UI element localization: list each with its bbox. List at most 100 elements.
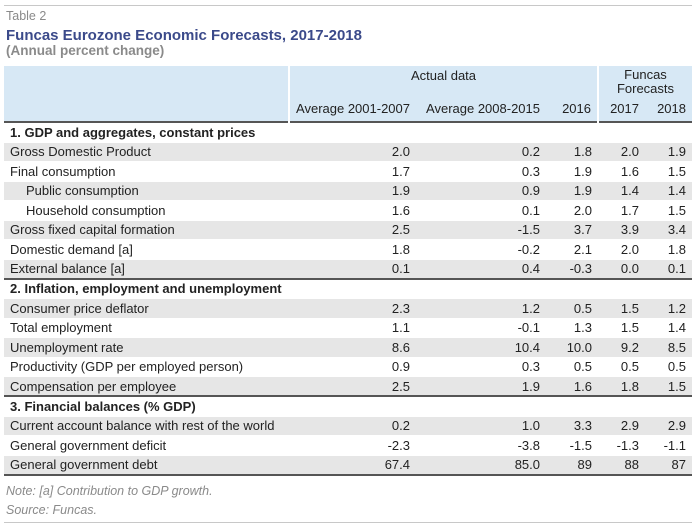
row-label: Unemployment rate xyxy=(4,337,289,357)
header-row-years: Average 2001-2007 Average 2008-2015 2016… xyxy=(4,96,692,122)
row-value: 1.7 xyxy=(598,200,645,220)
header-2018: 2018 xyxy=(657,101,686,116)
row-value: 3.7 xyxy=(546,219,598,240)
row-value: -0.2 xyxy=(416,239,546,259)
row-value: 1.9 xyxy=(289,180,416,201)
row-label: Current account balance with rest of the… xyxy=(4,415,289,436)
row-value: 1.9 xyxy=(546,161,598,181)
row-value: 0.3 xyxy=(416,356,546,377)
table-row: Consumer price deflator 2.3 1.2 0.5 1.5 1.2 xyxy=(4,298,692,318)
table-row: External balance [a] 0.1 0.4 -0.3 0.0 0.1 xyxy=(4,258,692,279)
table-title: Funcas Eurozone Economic Forecasts, 2017… xyxy=(6,27,362,44)
row-value: 0.1 xyxy=(416,200,546,220)
row-value: 0.2 xyxy=(289,415,416,436)
row-value: 1.4 xyxy=(645,180,692,201)
header-row-groups: Actual data Funcas Forecasts xyxy=(4,66,692,96)
row-value: 0.5 xyxy=(645,356,692,377)
forecast-table: Actual data Funcas Forecasts Average 200… xyxy=(4,66,692,476)
section-title: 2. Inflation, employment and unemploymen… xyxy=(4,277,692,299)
table-row: Productivity (GDP per employed person) 0.… xyxy=(4,356,692,377)
row-value: 2.1 xyxy=(546,239,598,259)
table-row: Final consumption 1.7 0.3 1.9 1.6 1.5 xyxy=(4,161,692,181)
header-2016: 2016 xyxy=(562,101,591,116)
row-label: Public consumption xyxy=(4,180,289,201)
header-avg-2001-2007: Average 2001-2007 xyxy=(288,96,416,122)
table-row: General government deficit -2.3 -3.8 -1.5 -1… xyxy=(4,435,692,455)
table-row: Gross Domestic Product 2.0 0.2 1.8 2.0 1.9 xyxy=(4,141,692,162)
row-value: 10.4 xyxy=(416,337,546,357)
row-value: 1.2 xyxy=(645,298,692,318)
header-forecasts-line2: Forecasts xyxy=(616,81,675,96)
row-value: 1.8 xyxy=(546,141,598,162)
row-value: 1.3 xyxy=(546,317,598,338)
table-row: Current account balance with rest of the… xyxy=(4,415,692,436)
row-value: 1.5 xyxy=(598,298,645,318)
row-value: 1.4 xyxy=(645,317,692,338)
row-value: -2.3 xyxy=(289,435,416,455)
header-forecasts-line1: Funcas xyxy=(624,67,667,82)
table-row: General government debt 67.4 85.0 89 88 87 xyxy=(4,454,692,476)
row-value: -1.5 xyxy=(546,435,598,455)
row-value: -1.5 xyxy=(416,219,546,240)
row-value: 85.0 xyxy=(416,454,546,476)
row-value: 0.1 xyxy=(289,258,416,279)
row-value: 2.9 xyxy=(645,415,692,436)
row-value: 2.0 xyxy=(546,200,598,220)
header-avg-2008-2015: Average 2008-2015 xyxy=(426,101,540,116)
row-value: 2.0 xyxy=(289,141,416,162)
row-value: 67.4 xyxy=(289,454,416,476)
row-value: 87 xyxy=(645,454,692,476)
row-value: 1.0 xyxy=(416,415,546,436)
top-divider xyxy=(4,5,692,6)
row-value: -1.3 xyxy=(598,435,645,455)
row-value: 2.5 xyxy=(289,219,416,240)
table-row: Compensation per employee 2.5 1.9 1.6 1.8 1.5 xyxy=(4,376,692,396)
header-actual-data: Actual data xyxy=(288,66,598,96)
row-value: 0.2 xyxy=(416,141,546,162)
row-value: 1.8 xyxy=(289,239,416,259)
row-value: 0.9 xyxy=(289,356,416,377)
row-value: 0.5 xyxy=(546,298,598,318)
table-row: Domestic demand [a] 1.8 -0.2 2.1 2.0 1.8 xyxy=(4,239,692,259)
row-value: 1.6 xyxy=(546,376,598,396)
row-label: Household consumption xyxy=(4,200,289,220)
row-value: 89 xyxy=(546,454,598,476)
row-value: 10.0 xyxy=(546,337,598,357)
row-value: 1.6 xyxy=(598,161,645,181)
section-title: 3. Financial balances (% GDP) xyxy=(4,395,692,416)
row-value: 2.0 xyxy=(598,239,645,259)
row-label: Productivity (GDP per employed person) xyxy=(4,356,289,377)
row-value: 2.5 xyxy=(289,376,416,396)
row-label: Gross fixed capital formation xyxy=(4,219,289,240)
row-value: 0.0 xyxy=(598,258,645,279)
row-value: 0.4 xyxy=(416,258,546,279)
row-label: Final consumption xyxy=(4,161,289,181)
row-value: 0.9 xyxy=(416,180,546,201)
table-row: Public consumption 1.9 0.9 1.9 1.4 1.4 xyxy=(4,180,692,201)
row-value: 2.0 xyxy=(598,141,645,162)
row-value: -0.3 xyxy=(546,258,598,279)
section-header-row: 1. GDP and aggregates, constant prices xyxy=(4,121,692,142)
row-value: 0.1 xyxy=(645,258,692,279)
row-value: 88 xyxy=(598,454,645,476)
table-number-label: Table 2 xyxy=(6,9,47,23)
row-label: General government deficit xyxy=(4,435,289,455)
row-value: -1.1 xyxy=(645,435,692,455)
row-value: 0.3 xyxy=(416,161,546,181)
row-value: -0.1 xyxy=(416,317,546,338)
row-label: Total employment xyxy=(4,317,289,338)
row-value: 0.5 xyxy=(598,356,645,377)
section-header-row: 3. Financial balances (% GDP) xyxy=(4,395,692,416)
bottom-divider xyxy=(4,522,692,523)
row-value: 2.9 xyxy=(598,415,645,436)
header-blank-cell xyxy=(4,96,289,122)
row-value: 1.9 xyxy=(645,141,692,162)
row-value: 1.7 xyxy=(289,161,416,181)
table-row: Gross fixed capital formation 2.5 -1.5 3.7 3… xyxy=(4,219,692,240)
row-label: Gross Domestic Product xyxy=(4,141,289,162)
row-label: Domestic demand [a] xyxy=(4,239,289,259)
row-value: 1.5 xyxy=(645,376,692,396)
row-label: General government debt xyxy=(4,454,289,476)
section-header-row: 2. Inflation, employment and unemploymen… xyxy=(4,277,692,299)
row-label: Compensation per employee xyxy=(4,376,289,396)
